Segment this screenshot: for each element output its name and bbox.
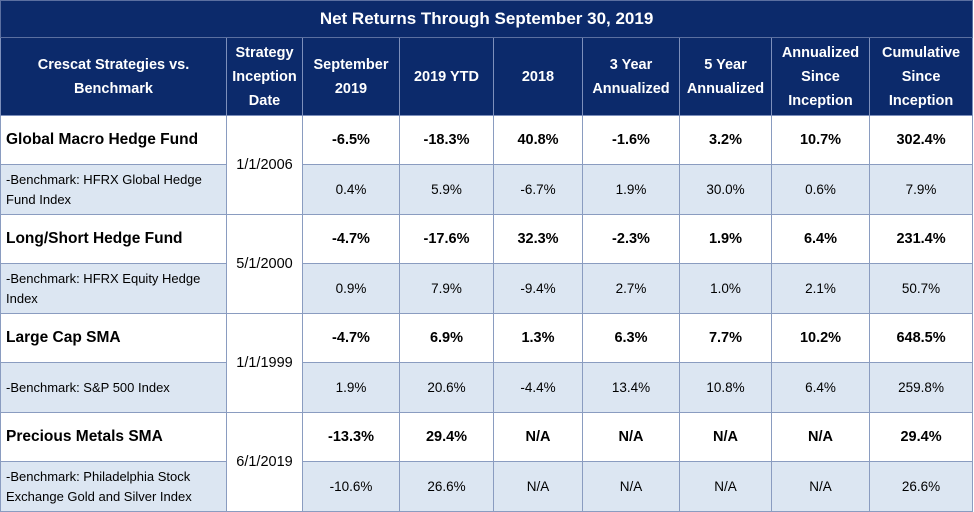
return-value: -4.7% — [302, 313, 400, 363]
return-value: -17.6% — [399, 214, 494, 264]
return-value: 6.3% — [582, 313, 680, 363]
inception-date: 1/1/1999 — [226, 313, 303, 413]
return-value: 259.8% — [868, 362, 974, 413]
return-value: -6.5% — [302, 115, 400, 165]
return-value: 26.6% — [399, 461, 494, 512]
return-value: 6.9% — [399, 313, 494, 363]
benchmark-row: -Benchmark: HFRX Global Hedge Fund Index… — [0, 164, 974, 215]
benchmark-row: -Benchmark: Philadelphia Stock Exchange … — [0, 461, 974, 512]
return-value: -13.3% — [302, 412, 400, 462]
return-value: -2.3% — [582, 214, 680, 264]
return-value: 40.8% — [493, 115, 583, 165]
return-value: -9.4% — [493, 263, 583, 314]
strategy-name: Precious Metals SMA — [0, 412, 227, 462]
benchmark-row: -Benchmark: S&P 500 Index 1.9% 20.6% -4.4% 1… — [0, 362, 974, 413]
return-value: 29.4% — [868, 412, 974, 462]
return-value: 2.1% — [771, 263, 870, 314]
return-value: N/A — [771, 412, 870, 462]
return-value: -6.7% — [493, 164, 583, 215]
return-value: 5.9% — [399, 164, 494, 215]
header-2019-ytd: 2019 YTD — [399, 37, 494, 116]
return-value: N/A — [493, 412, 583, 462]
return-value: -18.3% — [399, 115, 494, 165]
return-value: -4.4% — [493, 362, 583, 413]
strategy-row: Global Macro Hedge Fund 1/1/2006 -6.5% -18.… — [0, 115, 974, 215]
return-value: 7.7% — [679, 313, 772, 363]
return-value: 1.9% — [582, 164, 680, 215]
return-value: 2.7% — [582, 263, 680, 314]
strategy-name: Large Cap SMA — [0, 313, 227, 363]
benchmark-name: -Benchmark: Philadelphia Stock Exchange … — [0, 461, 227, 512]
return-value: N/A — [493, 461, 583, 512]
header-2018: 2018 — [493, 37, 583, 116]
return-value: 7.9% — [868, 164, 974, 215]
header-cumulative-since-inception: Cumulative Since Inception — [868, 37, 974, 116]
strategy-name: Global Macro Hedge Fund — [0, 115, 227, 165]
benchmark-row: -Benchmark: HFRX Equity Hedge Index 0.9% 7… — [0, 263, 974, 314]
benchmark-name: -Benchmark: HFRX Global Hedge Fund Index — [0, 164, 227, 215]
return-value: 1.0% — [679, 263, 772, 314]
return-value: -4.7% — [302, 214, 400, 264]
return-value: 1.9% — [302, 362, 400, 413]
inception-date: 1/1/2006 — [226, 115, 303, 215]
return-value: 26.6% — [868, 461, 974, 512]
strategy-row: Long/Short Hedge Fund 5/1/2000 -4.7% -17.6%… — [0, 214, 974, 314]
return-value: 1.9% — [679, 214, 772, 264]
return-value: N/A — [582, 461, 680, 512]
return-value: 0.4% — [302, 164, 400, 215]
inception-date: 6/1/2019 — [226, 412, 303, 512]
benchmark-name: -Benchmark: S&P 500 Index — [0, 362, 227, 413]
return-value: 10.2% — [771, 313, 870, 363]
return-value: 302.4% — [868, 115, 974, 165]
return-value: 7.9% — [399, 263, 494, 314]
return-value: N/A — [679, 461, 772, 512]
return-value: 0.9% — [302, 263, 400, 314]
return-value: 32.3% — [493, 214, 583, 264]
strategy-row: Precious Metals SMA 6/1/2019 -13.3% 29.4% N/… — [0, 412, 974, 512]
return-value: 30.0% — [679, 164, 772, 215]
return-value: N/A — [582, 412, 680, 462]
return-value: -1.6% — [582, 115, 680, 165]
header-5-year-annualized: 5 Year Annualized — [679, 37, 772, 116]
return-value: 231.4% — [868, 214, 974, 264]
return-value: N/A — [771, 461, 870, 512]
return-value: 10.8% — [679, 362, 772, 413]
strategy-name: Long/Short Hedge Fund — [0, 214, 227, 264]
return-value: 648.5% — [868, 313, 974, 363]
return-value: 6.4% — [771, 362, 870, 413]
return-value: 6.4% — [771, 214, 870, 264]
header-3-year-annualized: 3 Year Annualized — [582, 37, 680, 116]
return-value: 29.4% — [399, 412, 494, 462]
return-value: 50.7% — [868, 263, 974, 314]
return-value: N/A — [679, 412, 772, 462]
benchmark-name: -Benchmark: HFRX Equity Hedge Index — [0, 263, 227, 314]
return-value: 10.7% — [771, 115, 870, 165]
inception-date: 5/1/2000 — [226, 214, 303, 314]
return-value: 20.6% — [399, 362, 494, 413]
header-inception-date: Strategy Inception Date — [226, 37, 303, 116]
table-title: Net Returns Through September 30, 2019 — [0, 0, 974, 38]
return-value: 3.2% — [679, 115, 772, 165]
return-value: 0.6% — [771, 164, 870, 215]
return-value: 1.3% — [493, 313, 583, 363]
header-september-2019: September 2019 — [302, 37, 400, 116]
strategy-row: Large Cap SMA 1/1/1999 -4.7% 6.9% 1.3% 6.3% 7.… — [0, 313, 974, 413]
return-value: 13.4% — [582, 362, 680, 413]
header-strategy: Crescat Strategies vs. Benchmark — [0, 37, 227, 116]
header-annualized-since-inception: Annualized Since Inception — [771, 37, 870, 116]
return-value: -10.6% — [302, 461, 400, 512]
